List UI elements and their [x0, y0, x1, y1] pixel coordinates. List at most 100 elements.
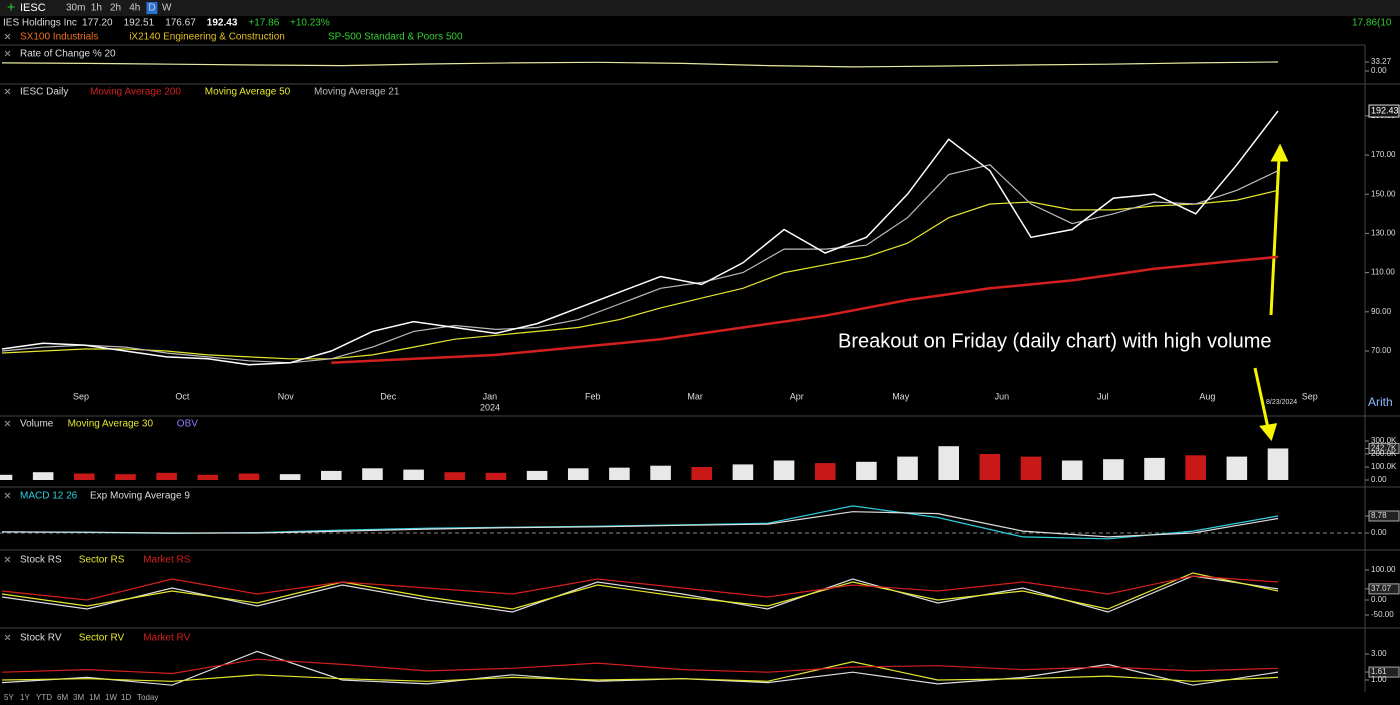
panel-label[interactable]: Sector RS	[79, 555, 125, 566]
interval-button[interactable]: W	[162, 3, 172, 14]
range-button[interactable]: 1W	[105, 693, 117, 702]
interval-active	[146, 2, 158, 14]
y-tick-label: 100.0K	[1371, 462, 1397, 471]
interval-button[interactable]: 30m	[66, 3, 85, 14]
volume-bar	[1226, 456, 1248, 480]
range-button[interactable]: YTD	[36, 693, 52, 702]
panel-label[interactable]: Stock RS	[20, 555, 62, 566]
sector-label[interactable]: SP-500 Standard & Poors 500	[328, 32, 463, 43]
close-icons[interactable]	[4, 33, 11, 641]
quote-value: 177.20	[82, 18, 113, 29]
y-tick-label: 1.00	[1371, 675, 1387, 684]
panel-label[interactable]: Volume	[20, 419, 54, 430]
volume-bar	[321, 470, 342, 480]
annotation: Breakout on Friday (daily chart) with hi…	[838, 330, 1272, 352]
series-line	[1, 572, 1279, 610]
range-button[interactable]: 5Y	[4, 693, 14, 702]
series-line	[1, 661, 1279, 682]
series-line	[1, 511, 1279, 538]
volume-bar	[1020, 456, 1042, 480]
panel-label[interactable]: Sector RV	[79, 633, 125, 644]
y-tick-label: 8.78	[1371, 511, 1387, 520]
x-tick-label: Aug	[1199, 391, 1215, 401]
volume-bar	[1144, 457, 1165, 480]
volume-bar	[979, 454, 1001, 480]
tick-highlight	[1368, 442, 1400, 454]
volume-bar	[362, 468, 383, 480]
x-tick-label: Sep	[73, 391, 89, 401]
panel-label[interactable]: Moving Average 50	[205, 87, 291, 98]
panel-label[interactable]: Market RS	[143, 555, 191, 566]
tick-highlight	[1368, 666, 1400, 678]
panel-label[interactable]: Rate of Change % 20	[20, 49, 116, 60]
volume-bar	[238, 473, 260, 480]
range-button[interactable]: Today	[137, 693, 158, 702]
panel-label[interactable]: Market RV	[143, 633, 190, 644]
x-tick-label: Jul	[1097, 391, 1109, 401]
volume-bar	[32, 472, 54, 480]
date-label: 8/23/2024	[1266, 399, 1297, 406]
panel-label[interactable]: Moving Average 21	[314, 87, 400, 98]
arrows	[1253, 143, 1289, 442]
range-button[interactable]: 1M	[89, 693, 100, 702]
right-change: 17.86(10	[1352, 18, 1392, 29]
series-line	[1, 658, 1279, 675]
panel-label[interactable]: MACD 12 26	[20, 491, 78, 502]
x-tick-label: Jan	[483, 391, 498, 401]
panel-label[interactable]: Exp Moving Average 9	[90, 491, 190, 502]
y-tick-label: 100.00	[1371, 565, 1396, 574]
y-tick-label: 150.00	[1371, 189, 1396, 198]
range-button[interactable]: 3M	[73, 693, 84, 702]
quote-value: +10.23%	[290, 18, 330, 29]
last-price-label: 192.43	[1371, 105, 1399, 115]
x-tick-label: Sep	[1302, 391, 1318, 401]
volume-bar	[856, 461, 877, 480]
panel-label[interactable]: Moving Average 200	[90, 87, 181, 98]
interval-button[interactable]: 4h	[129, 3, 140, 14]
volume-bar	[691, 467, 713, 480]
quote-value: 192.51	[124, 18, 155, 29]
panel-label[interactable]: Stock RV	[20, 633, 62, 644]
volume-bar	[897, 456, 918, 480]
range-button[interactable]: 6M	[57, 693, 68, 702]
year-label: 2024	[480, 402, 500, 412]
company: IES Holdings Inc	[3, 18, 77, 29]
range-button[interactable]: 1Y	[20, 693, 30, 702]
volume-bar	[115, 474, 136, 480]
series-line	[1, 110, 1279, 366]
y-tick-label: 0.00	[1371, 595, 1387, 604]
volume-bar	[609, 467, 630, 480]
panel-label[interactable]: OBV	[177, 419, 198, 430]
range-button[interactable]: 1D	[121, 693, 131, 702]
x-tick-label: Oct	[175, 391, 190, 401]
volume-bar	[1103, 459, 1124, 480]
interval-button[interactable]: 1h	[91, 3, 102, 14]
y-tick-label: 3.00	[1371, 649, 1387, 658]
series-line	[1, 61, 1279, 68]
y-tick-label: 0.00	[1371, 475, 1387, 484]
sector-label[interactable]: SX100 Industrials	[20, 32, 98, 43]
y-tick-label: 110.00	[1371, 268, 1395, 277]
scale-label[interactable]: Arith	[1368, 395, 1393, 409]
ticker[interactable]: IESC	[20, 2, 46, 14]
volume-bar	[1185, 455, 1206, 480]
y-tick-label: 70.00	[1371, 346, 1392, 355]
x-tick-label: May	[892, 391, 910, 401]
x-tick-label: Feb	[585, 391, 601, 401]
x-tick-label: Nov	[278, 391, 295, 401]
add-icon[interactable]: +	[7, 0, 15, 15]
sector-label[interactable]: iX2140 Engineering & Construction	[129, 32, 285, 43]
x-tick-label: Dec	[380, 391, 397, 401]
interval-button[interactable]: 2h	[110, 3, 121, 14]
panel-label[interactable]: IESC Daily	[20, 87, 68, 98]
y-tick-label: 200.0K	[1371, 449, 1397, 458]
volume-bar	[1061, 460, 1083, 480]
volume-bar	[650, 465, 671, 480]
volume-bar	[403, 469, 424, 480]
interval-button[interactable]: D	[148, 3, 155, 14]
panel-label[interactable]: Moving Average 30	[68, 419, 154, 430]
y-tick-label: 33.27	[1371, 57, 1392, 66]
volume-bar	[156, 472, 177, 480]
volume-bar	[814, 463, 836, 480]
y-tick-label: 170.00	[1371, 150, 1396, 159]
